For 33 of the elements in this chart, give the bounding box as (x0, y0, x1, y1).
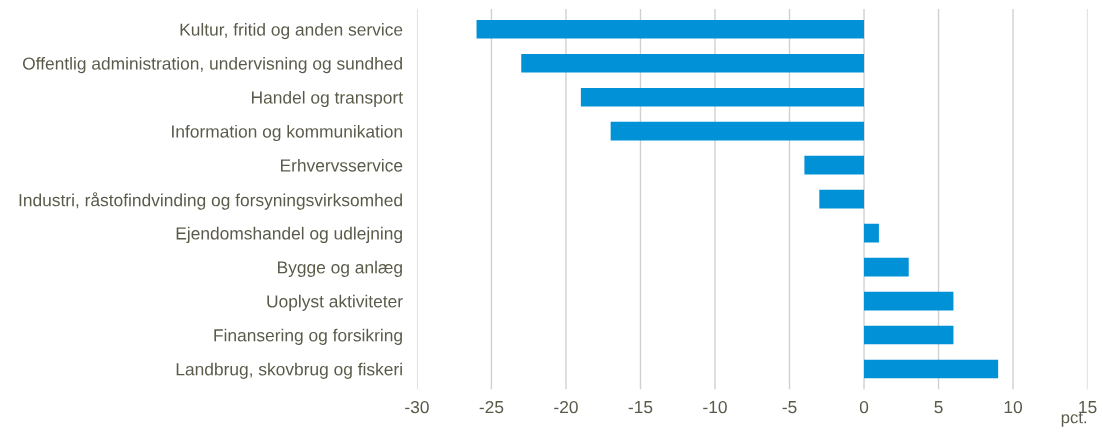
x-tick-label: -5 (782, 401, 797, 414)
y-tick-label: Erhvervsservice (280, 158, 403, 172)
y-tick-label: Landbrug, skovbrug og fiskeri (176, 362, 402, 379)
x-tick-label: -25 (479, 400, 504, 414)
y-tick-label: Finansering og forsikring (214, 328, 402, 345)
bar (610, 121, 865, 141)
bar (819, 189, 865, 209)
y-tick-label: Industri, råstofindvinding og forsyningsvirksomhed (19, 192, 402, 210)
bar (580, 87, 865, 107)
x-tick-label: 15 (1079, 401, 1097, 414)
bar (864, 223, 879, 243)
y-tick-label: Bygge og anlæg (278, 260, 402, 277)
y-tick-label: Ejendomshandel og udlejning (176, 226, 402, 243)
x-axis-title: pct. (1061, 412, 1087, 427)
bar (476, 19, 865, 39)
bar (864, 325, 954, 345)
y-tick-label: Uoplyst aktiviteter (267, 294, 403, 311)
x-tick-label: -30 (405, 400, 429, 414)
x-tick-label: -10 (703, 400, 727, 414)
bar (864, 291, 954, 311)
x-tick-label: -20 (554, 400, 578, 414)
bar (521, 53, 865, 73)
y-tick-label: Offentlig administration, undervisning og sundhed (22, 56, 402, 74)
y-tick-label: Kultur, fritid og anden service (180, 22, 403, 40)
x-tick-label: 10 (1004, 400, 1023, 414)
y-tick-label: Handel og transport (252, 90, 403, 108)
y-tick-label: Information og kommunikation (172, 124, 402, 142)
x-tick-label: 0 (859, 400, 869, 414)
x-tick-label: -15 (628, 401, 653, 414)
x-tick-label: 5 (934, 401, 943, 414)
bar (864, 257, 909, 277)
bar (804, 155, 865, 175)
bar (864, 359, 999, 379)
